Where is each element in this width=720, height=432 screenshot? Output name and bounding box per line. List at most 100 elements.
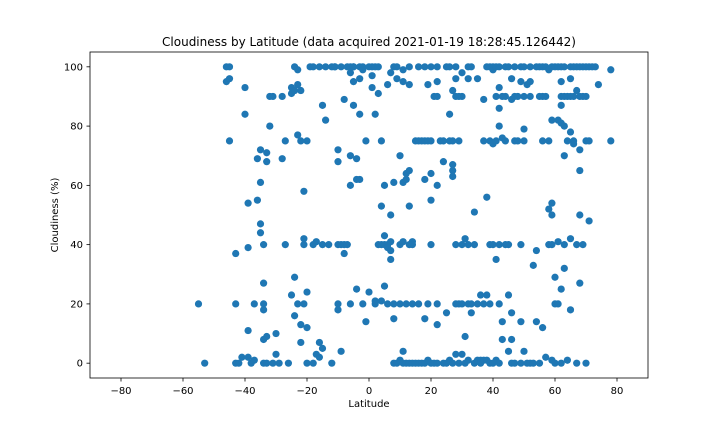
data-point xyxy=(380,282,389,290)
data-point xyxy=(269,92,277,101)
data-point xyxy=(570,92,578,101)
data-point xyxy=(557,78,565,86)
data-point xyxy=(520,347,528,355)
y-tick-label: 60 xyxy=(70,181,83,192)
data-point xyxy=(353,155,361,163)
data-point xyxy=(427,196,435,204)
data-point xyxy=(309,359,317,367)
data-point xyxy=(542,92,550,101)
data-point xyxy=(467,63,475,71)
data-point xyxy=(390,178,398,186)
data-point xyxy=(452,75,460,83)
data-point xyxy=(334,146,342,154)
data-point xyxy=(359,300,367,308)
data-point xyxy=(458,300,466,308)
data-point xyxy=(359,66,367,74)
data-point xyxy=(573,86,581,95)
data-point xyxy=(325,241,333,249)
data-point xyxy=(554,300,562,308)
data-point xyxy=(281,137,289,145)
data-point xyxy=(551,273,559,281)
data-point xyxy=(594,81,603,89)
data-point xyxy=(566,75,575,83)
data-point xyxy=(560,63,568,71)
data-point xyxy=(300,187,308,195)
data-point xyxy=(539,324,547,332)
data-point xyxy=(368,83,376,92)
data-point xyxy=(545,205,553,213)
data-point xyxy=(495,300,503,308)
data-point xyxy=(579,241,587,249)
data-point xyxy=(374,89,382,98)
data-point xyxy=(508,75,516,83)
data-point xyxy=(272,350,280,358)
data-point xyxy=(291,312,299,320)
data-point xyxy=(263,332,271,341)
data-point xyxy=(480,95,488,104)
data-point xyxy=(322,116,330,124)
data-point xyxy=(486,300,494,308)
data-point xyxy=(377,297,385,305)
data-point xyxy=(353,285,361,293)
data-point xyxy=(387,255,395,264)
data-point xyxy=(260,306,268,314)
x-tick-label: 20 xyxy=(425,386,438,397)
data-point xyxy=(529,261,537,269)
data-point xyxy=(297,321,305,329)
data-point xyxy=(424,300,432,308)
data-point xyxy=(449,86,457,95)
y-tick-label: 100 xyxy=(64,62,83,73)
data-point xyxy=(399,347,407,355)
data-point xyxy=(511,359,519,367)
data-point xyxy=(201,359,209,367)
data-point xyxy=(514,137,522,145)
data-point xyxy=(576,146,584,154)
data-point xyxy=(532,318,541,326)
data-point xyxy=(281,241,289,249)
data-point xyxy=(297,137,305,145)
y-tick-label: 20 xyxy=(70,299,83,310)
data-point xyxy=(225,137,234,145)
data-point xyxy=(346,152,354,160)
data-point xyxy=(278,92,286,101)
data-point xyxy=(312,238,320,246)
data-point xyxy=(582,359,590,367)
data-point xyxy=(415,300,423,308)
data-point xyxy=(387,211,395,219)
data-point xyxy=(551,359,559,367)
data-point xyxy=(244,326,252,335)
x-axis: −80 −60 −40 −20 0 20 40 60 80 xyxy=(110,378,623,397)
data-point xyxy=(495,83,503,92)
data-point xyxy=(514,92,522,101)
data-point xyxy=(384,300,392,308)
data-point xyxy=(560,264,568,272)
data-point xyxy=(250,300,258,308)
data-point xyxy=(517,318,525,326)
data-point xyxy=(427,137,435,145)
data-point xyxy=(495,63,503,71)
data-point xyxy=(520,125,528,133)
data-point xyxy=(464,75,472,83)
data-point xyxy=(346,300,354,308)
y-tick-label: 80 xyxy=(70,122,83,133)
data-point xyxy=(291,86,299,95)
data-point xyxy=(284,359,292,367)
data-point xyxy=(427,63,435,71)
data-point xyxy=(263,149,271,157)
data-point xyxy=(504,291,513,299)
data-point xyxy=(294,66,302,74)
data-point xyxy=(495,241,503,249)
x-tick-label: −80 xyxy=(110,386,131,397)
data-point xyxy=(297,86,305,95)
data-point xyxy=(427,241,435,249)
data-point xyxy=(309,63,317,71)
data-point xyxy=(297,338,305,347)
data-point xyxy=(576,166,584,175)
data-point xyxy=(337,347,345,355)
data-point xyxy=(585,217,593,225)
data-point xyxy=(303,137,311,145)
data-point xyxy=(374,63,382,71)
data-point xyxy=(470,241,478,249)
data-point xyxy=(300,241,308,249)
data-point xyxy=(492,255,500,264)
